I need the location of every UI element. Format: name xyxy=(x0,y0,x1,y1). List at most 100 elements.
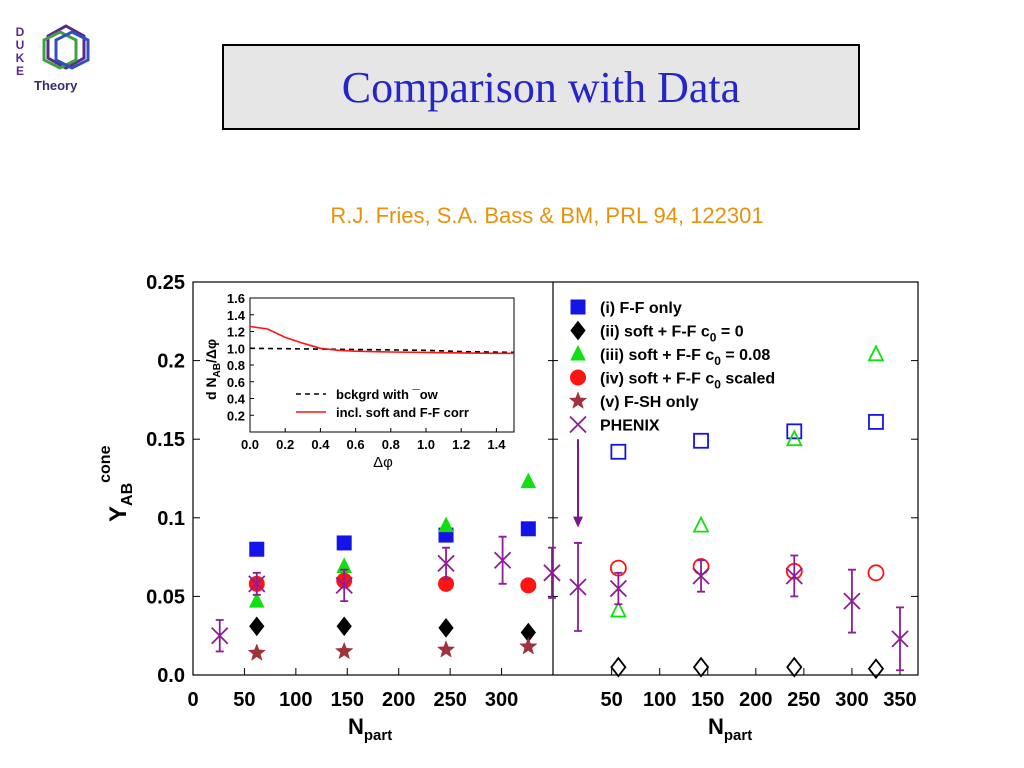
logo-letter: D xyxy=(15,25,25,39)
legend-marker-c008 xyxy=(570,344,586,361)
point-phenix xyxy=(211,627,229,645)
legend-label-scaled: (iv) soft + F-F c0 scaled xyxy=(600,371,775,392)
logo-letter: E xyxy=(15,64,24,78)
point-fsh xyxy=(436,640,456,658)
x-tick-label: 0 xyxy=(187,689,198,711)
point-scaled xyxy=(867,564,885,582)
point-c008 xyxy=(785,429,803,447)
point-c008 xyxy=(867,344,885,362)
point-phenix xyxy=(437,554,455,573)
x-tick-label: 350 xyxy=(883,689,916,711)
point-phenix xyxy=(692,567,710,585)
x-axis-title-right: Npart xyxy=(708,714,752,744)
point-ff xyxy=(868,414,884,430)
arrow-head xyxy=(573,516,583,528)
inset-y-tick-label: 1.4 xyxy=(227,308,246,323)
legend-marker-soft xyxy=(570,320,586,341)
inset-border xyxy=(249,297,515,433)
x-tick-label: 250 xyxy=(787,689,820,711)
x-tick-label: 100 xyxy=(279,689,312,711)
point-phenix xyxy=(335,576,353,595)
inset-x-tick-label: 0.4 xyxy=(311,437,330,452)
point-scaled xyxy=(520,577,537,594)
point-fsh xyxy=(334,641,354,660)
point-c008 xyxy=(248,591,265,608)
inset-x-axis-title: Δφ xyxy=(373,454,393,471)
legend-label-fsh: (v) F-SH only xyxy=(600,394,699,411)
point-ff xyxy=(786,423,803,440)
x-tick-label: 150 xyxy=(331,689,364,711)
legend-marker-phenix xyxy=(569,415,587,434)
point-fsh xyxy=(247,643,266,661)
point-c008 xyxy=(438,516,454,533)
legend-label-c008: (iii) soft + F-F c0 = 0.08 xyxy=(600,347,770,368)
inset-legend-label: incl. soft and F-F corr xyxy=(336,405,469,420)
x-tick-label: 100 xyxy=(643,689,676,711)
inset-y-tick-label: 0.8 xyxy=(227,358,245,373)
inset-plot: 0.20.40.60.81.01.21.41.60.0 0.2 0.4 0.6 0.8 1… xyxy=(203,291,515,471)
citation: R.J. Fries, S.A. Bass & BM, PRL 94, 1223… xyxy=(330,203,764,228)
legend-marker-scaled xyxy=(570,369,586,386)
title-box: Comparison with Data xyxy=(222,44,860,130)
right-panel xyxy=(569,344,909,680)
x-tick-label: 150 xyxy=(691,689,724,711)
point-phenix xyxy=(543,564,561,582)
y-tick-label: 0.2 xyxy=(157,351,185,373)
legend: (i) F-F only (ii) soft + F-F c0 = 0(iii) … xyxy=(568,299,775,435)
y-tick-label: 0.05 xyxy=(146,586,185,608)
point-ff xyxy=(610,443,627,460)
point-ff xyxy=(520,521,536,537)
inset-y-tick-label: 0.6 xyxy=(227,375,245,390)
point-soft xyxy=(336,616,352,637)
point-fsh xyxy=(519,636,538,655)
logo-duke-letters: D U K E xyxy=(14,26,26,78)
point-soft xyxy=(692,656,710,678)
point-soft xyxy=(249,616,265,637)
x-tick-label: 250 xyxy=(433,689,466,711)
inset-x-tick-label: 1.0 xyxy=(417,437,435,452)
point-phenix xyxy=(843,592,861,610)
y-axis-title: YABcone xyxy=(97,445,136,522)
point-soft xyxy=(438,618,454,638)
x-tick-label: 200 xyxy=(382,689,415,711)
duke-qcd-theory-logo: D U K E Theory xyxy=(14,20,104,98)
inset-y-tick-label: 0.2 xyxy=(227,408,245,423)
inset-legend-label: bckgrd with ¯ow xyxy=(336,387,439,402)
point-phenix xyxy=(248,575,266,593)
inset-y-tick-label: 1.2 xyxy=(227,325,245,340)
inset-x-tick-label: 1.2 xyxy=(452,437,470,452)
point-phenix xyxy=(493,551,512,569)
qcd-hexagon-icon xyxy=(42,24,90,70)
slide-title: Comparison with Data xyxy=(341,62,741,112)
y-tick-label: 0.0 xyxy=(157,665,185,687)
left-panel xyxy=(211,472,561,661)
legend-label-phenix: PHENIX xyxy=(600,418,660,435)
point-soft xyxy=(610,656,627,678)
x-tick-label: 300 xyxy=(485,689,518,711)
legend-marker-fsh xyxy=(568,391,588,409)
inset-y-tick-label: 1.6 xyxy=(227,291,245,306)
inset-y-tick-label: 0.4 xyxy=(227,392,246,407)
y-tick-label: 0.25 xyxy=(146,272,185,294)
inset-y-tick-label: 1.0 xyxy=(227,341,245,356)
plot-frame: 0.0 0.05 0.1 0.15 0.2 0.25 YABcone 0 50 100 150 200… xyxy=(97,272,919,744)
point-phenix xyxy=(609,579,628,598)
inset-x-tick-label: 1.4 xyxy=(487,437,506,452)
point-c008 xyxy=(609,600,627,618)
y-tick-label: 0.15 xyxy=(146,429,185,451)
legend-label-soft: (ii) soft + F-F c0 = 0 xyxy=(600,324,744,345)
point-phenix xyxy=(891,630,909,648)
legend-label-ff: (i) F-F only xyxy=(600,300,682,317)
x-axis-title-left: Npart xyxy=(348,714,392,744)
point-ff xyxy=(249,541,265,557)
x-tick-label: 50 xyxy=(601,689,623,711)
x-tick-label: 300 xyxy=(835,689,868,711)
logo-theory-label: Theory xyxy=(34,78,78,93)
inset-x-tick-label: 0.6 xyxy=(347,437,365,452)
point-ff xyxy=(693,432,709,449)
point-c008 xyxy=(520,472,537,489)
logo-letter: K xyxy=(15,51,25,65)
point-phenix xyxy=(569,578,587,596)
inset-y-axis-title: d NAB/Δφ xyxy=(203,339,223,400)
